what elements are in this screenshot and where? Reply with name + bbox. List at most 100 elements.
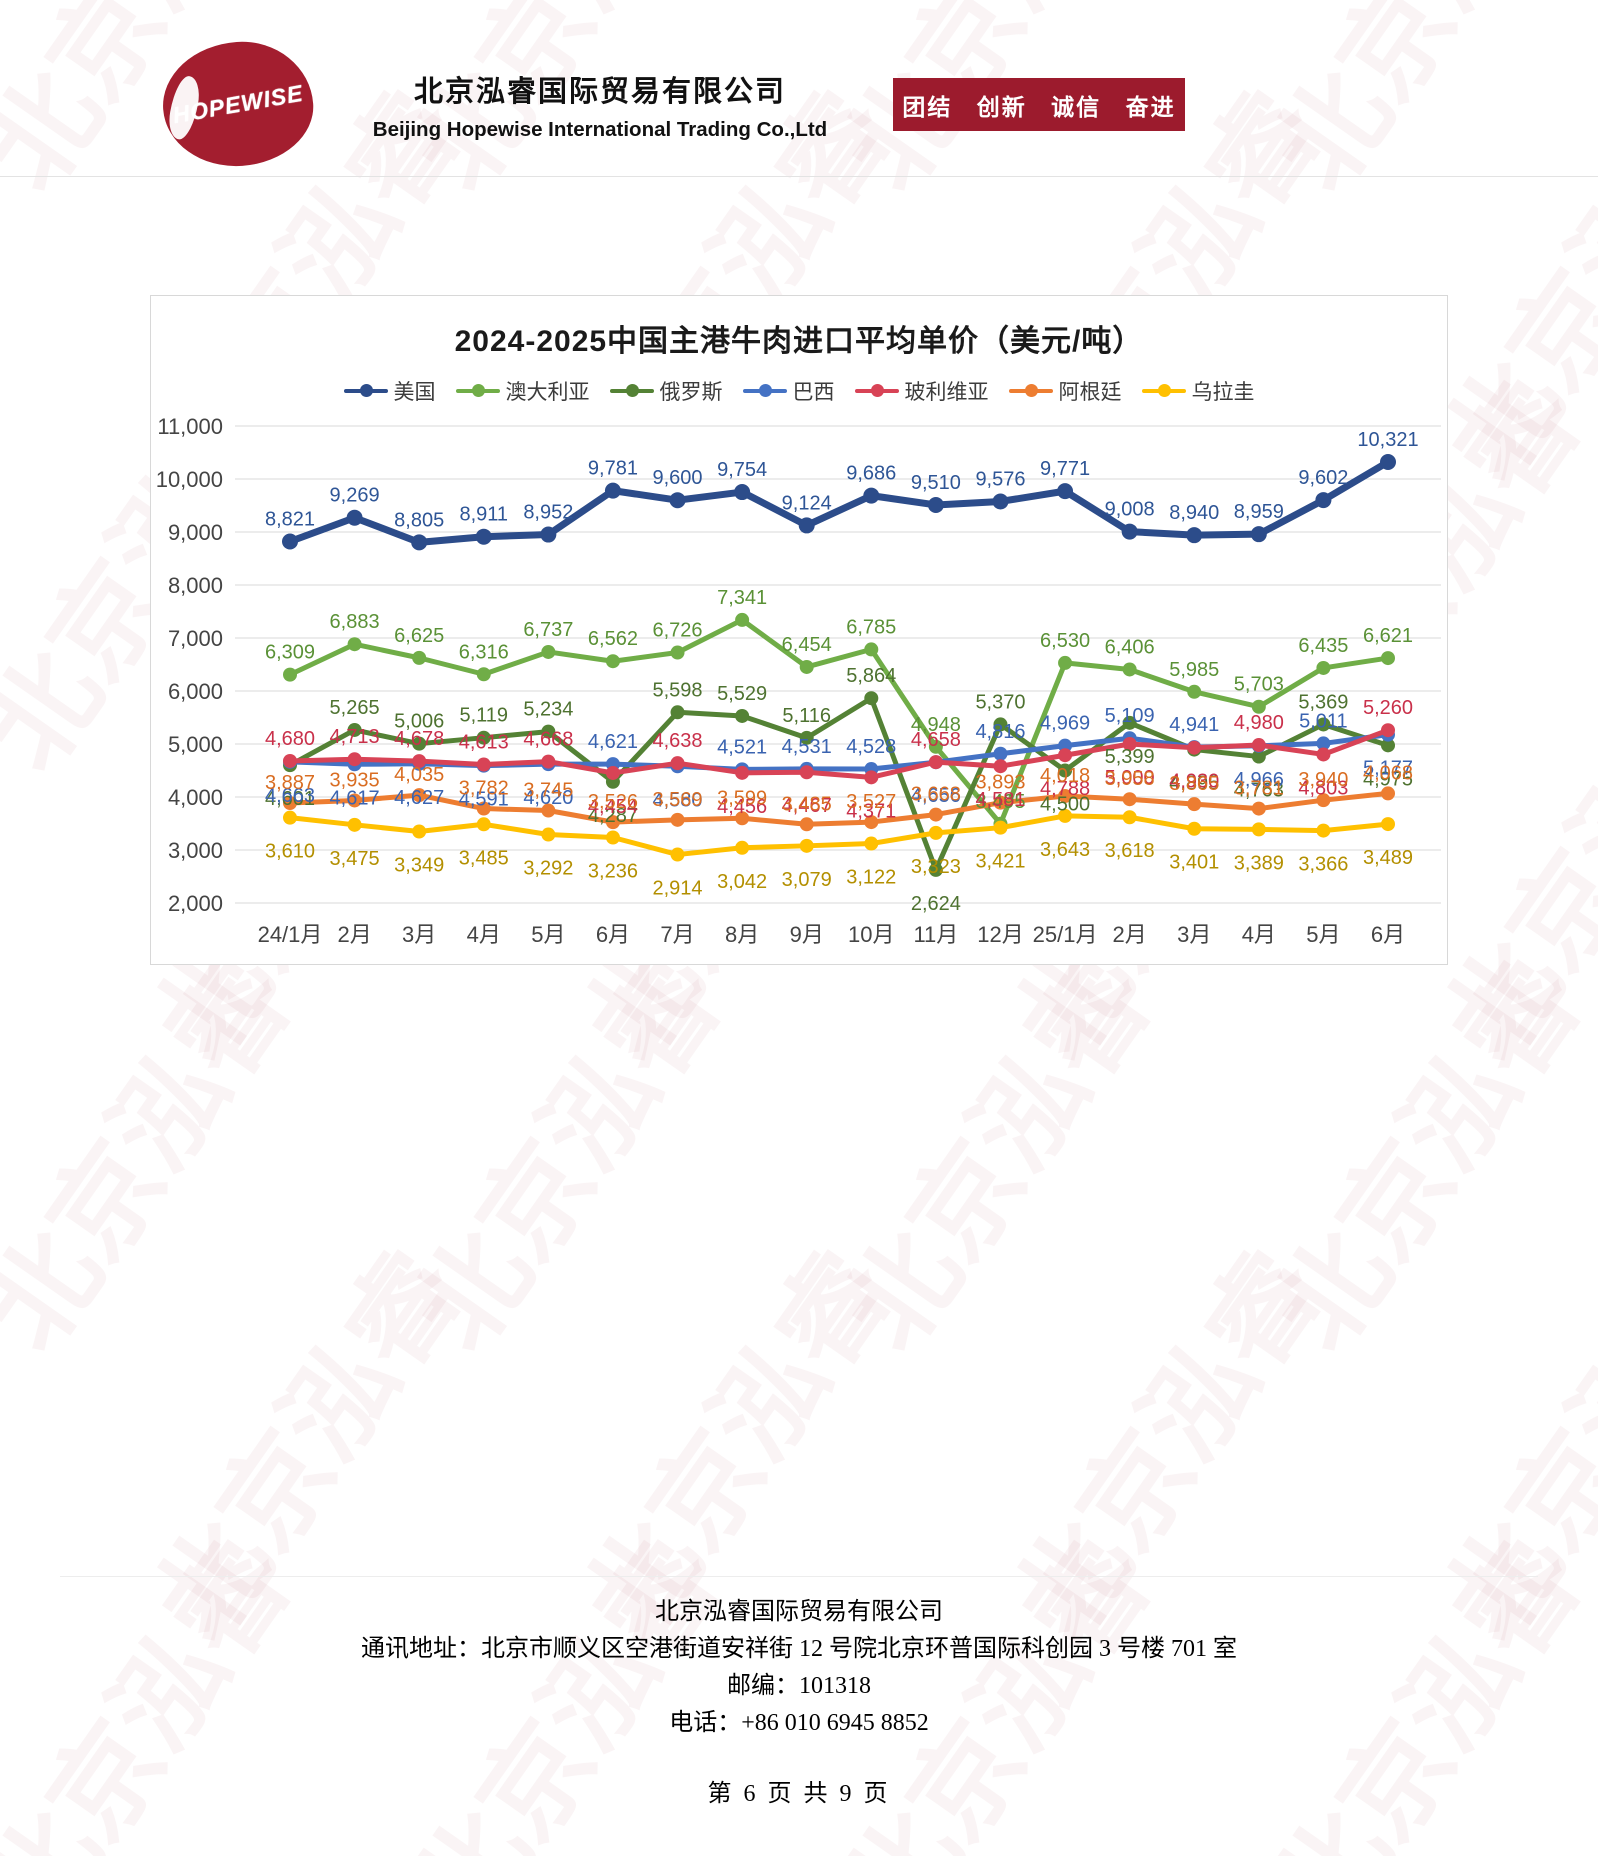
x-tick-label: 4月 [1242,922,1276,947]
data-point [1186,527,1203,544]
x-tick-label: 11月 [913,922,958,947]
x-tick-label: 25/1月 [1033,922,1098,947]
data-point [928,862,943,877]
x-tick-label: 6月 [596,922,630,947]
data-point [1187,684,1202,699]
data-point [540,526,557,543]
data-label: 9,686 [846,463,896,485]
data-label: 6,625 [394,625,444,647]
data-point [283,753,297,768]
footer-phone: 电话：+86 010 6945 8852 [669,1710,929,1736]
legend-dot-icon [625,384,639,398]
data-label: 4,601 [265,788,315,810]
slogan-text: 团结 创新 诚信 奋进 [902,93,1176,120]
data-label: 6,454 [782,634,832,656]
data-point [1316,717,1331,732]
data-point [1122,662,1137,677]
data-label: 4,803 [1298,777,1348,799]
data-label: 4,581 [975,789,1025,811]
series-line-玻利维亚 [287,727,1391,780]
data-label: 9,510 [911,472,961,494]
data-point [1251,749,1266,764]
data-point [669,492,686,509]
legend-item-巴西: 巴西 [742,376,835,406]
data-label: 4,528 [846,736,896,758]
y-tick-label: 4,000 [168,785,223,810]
data-label: 4,627 [394,787,444,809]
data-label: 5,369 [1298,691,1348,713]
data-point [1122,792,1137,807]
data-point [476,667,491,682]
data-point [1316,823,1331,838]
data-label: 4,668 [523,729,573,751]
y-tick-label: 5,000 [168,732,223,757]
data-label: 5,116 [782,705,831,727]
data-label: 3,782 [459,778,509,800]
data-point [993,717,1008,732]
data-point [928,807,943,822]
data-point [541,644,556,659]
data-point [993,759,1008,774]
data-point [605,654,620,669]
data-point [411,534,428,551]
data-point [927,496,944,513]
data-label: 4,617 [330,787,380,809]
x-tick-label: 12月 [977,922,1023,947]
x-tick-label: 6月 [1371,922,1405,947]
y-tick-label: 11,000 [157,414,223,439]
data-point [283,667,297,682]
data-label: 4,018 [1040,765,1090,787]
data-point [412,788,427,803]
series-line-美国 [286,458,1392,546]
data-label: 3,935 [330,769,380,791]
data-label: 9,269 [330,485,380,507]
data-label: 8,821 [265,508,315,530]
data-label: 3,421 [975,851,1025,873]
data-label: 6,435 [1298,635,1348,657]
data-label: 3,668 [911,784,961,806]
data-label: 4,531 [782,736,832,758]
data-label: 9,754 [717,459,767,481]
logo-wordmark: HOPEWISE [170,79,306,128]
data-point [347,817,362,832]
data-label: 6,726 [652,620,702,642]
data-label: 9,124 [782,492,832,514]
data-point [864,642,879,657]
data-point [412,754,427,769]
data-point [1187,740,1202,755]
data-label: 3,475 [330,848,380,870]
data-label: 2,914 [652,878,702,900]
data-label: 3,485 [782,793,832,815]
data-label: 8,805 [394,509,444,531]
data-point [799,838,814,853]
data-point [670,847,685,862]
data-point [799,730,814,745]
data-point [1058,655,1073,670]
data-label: 4,068 [1363,762,1413,784]
data-label: 8,952 [523,502,573,524]
data-point [799,765,814,780]
data-label: 6,406 [1105,636,1155,658]
y-tick-label: 3,000 [168,838,223,863]
x-tick-label: 9月 [790,922,824,947]
data-label: 4,966 [1234,769,1284,791]
data-point [347,793,362,808]
data-label: 10,321 [1357,429,1418,451]
data-point [735,708,750,723]
data-point [605,765,620,780]
x-tick-label: 5月 [531,922,565,947]
data-point [1381,786,1395,801]
data-label: 9,602 [1298,467,1348,489]
data-point [735,811,750,826]
data-label: 3,526 [588,791,638,813]
data-label: 3,236 [588,860,638,882]
data-label: 6,621 [1363,625,1413,647]
data-point [928,739,943,754]
legend-marker-icon [343,384,388,398]
legend-dot-icon [359,384,373,398]
data-point [1187,797,1202,812]
data-point [1381,738,1395,753]
company-name-en: Beijing Hopewise International Trading C… [372,118,828,141]
data-point [1058,748,1073,763]
